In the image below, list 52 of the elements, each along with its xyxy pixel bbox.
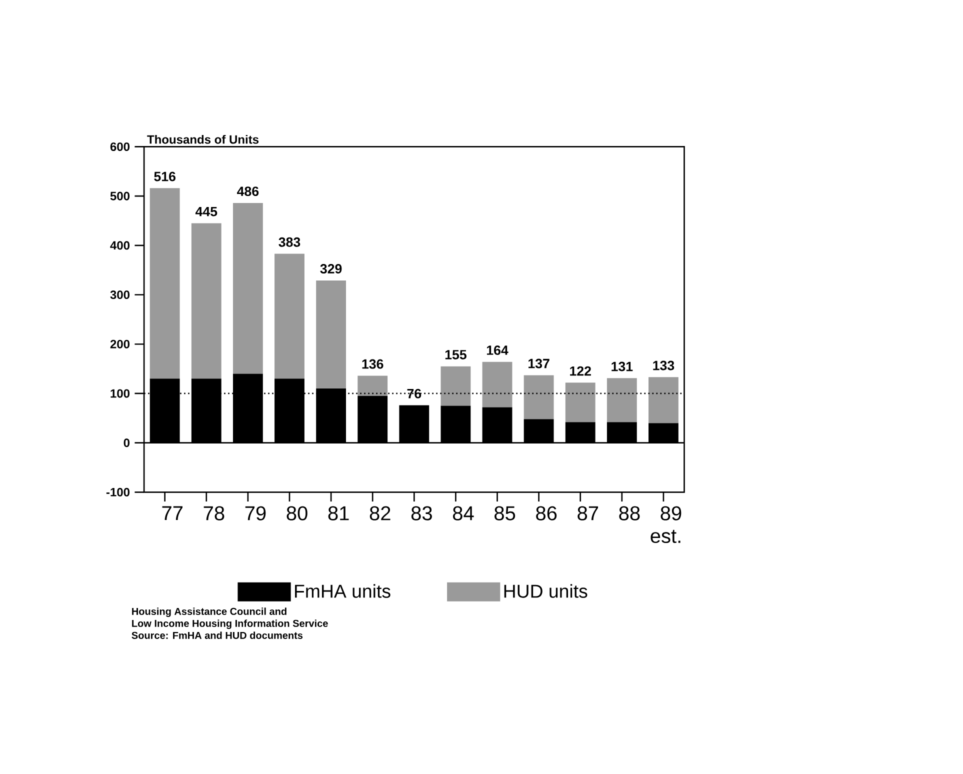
source-note: Source: FmHA and HUD documents: [132, 632, 303, 640]
legend-label: HUD units: [504, 584, 588, 598]
total-label: 445: [195, 207, 218, 216]
total-label: 164: [486, 346, 508, 356]
bar: [482, 362, 512, 408]
y-tick-label: 200: [110, 340, 130, 349]
x-tick-label: 86: [536, 506, 557, 521]
total-label: 486: [237, 186, 259, 196]
total-label: 122: [570, 366, 591, 376]
total-label: 131: [612, 362, 633, 372]
text: Housing Assistance Council and: [132, 608, 286, 618]
bar: [606, 378, 637, 422]
bar: [274, 254, 304, 379]
total-label: 133: [653, 360, 674, 370]
x-tick-label: 82: [370, 506, 390, 521]
x-tick-label: 85: [494, 506, 516, 521]
y-axis-title: Thousands of Units: [147, 135, 259, 144]
x-tick-label: 87: [578, 506, 598, 521]
total-label: 137: [528, 359, 550, 368]
y-tick-label: -100: [106, 488, 130, 497]
y-tick-label: 100: [110, 389, 130, 398]
legend-label: FmHA units: [295, 584, 390, 598]
bar: [150, 188, 180, 379]
x-tick-label: 79: [245, 506, 266, 521]
y-tick-label: 600: [110, 142, 130, 152]
total-label: 76: [407, 389, 422, 399]
total-label: 136: [362, 360, 384, 369]
y-tick-label: 500: [110, 192, 130, 201]
y-tick-label: 300: [110, 290, 130, 300]
total-label: 516: [154, 172, 176, 182]
bar: [565, 382, 596, 422]
y-tick-label: 400: [110, 241, 130, 250]
bar: [440, 366, 471, 406]
bar: [524, 375, 554, 420]
bar: [191, 223, 222, 379]
text: Low Income Housing Information Service: [132, 620, 328, 630]
x-tick-label: 84: [453, 506, 474, 521]
x-tick-label: 77: [162, 506, 182, 520]
x-tick-label: 83: [411, 506, 432, 521]
bar: [232, 203, 263, 374]
bar: [358, 376, 388, 396]
x-tick-label: 88: [619, 506, 640, 521]
x-tick-label: 81: [328, 506, 349, 521]
x-tick-label: 80: [286, 506, 308, 521]
total-label: 155: [445, 350, 466, 360]
y-tick-label: 0: [124, 438, 130, 448]
total-label: 383: [278, 238, 300, 248]
bar: [648, 377, 678, 424]
x-tick-label: 89 est.: [650, 506, 682, 544]
total-label: 329: [320, 264, 342, 274]
x-tick-label: 78: [204, 506, 224, 521]
bar: [316, 280, 346, 389]
